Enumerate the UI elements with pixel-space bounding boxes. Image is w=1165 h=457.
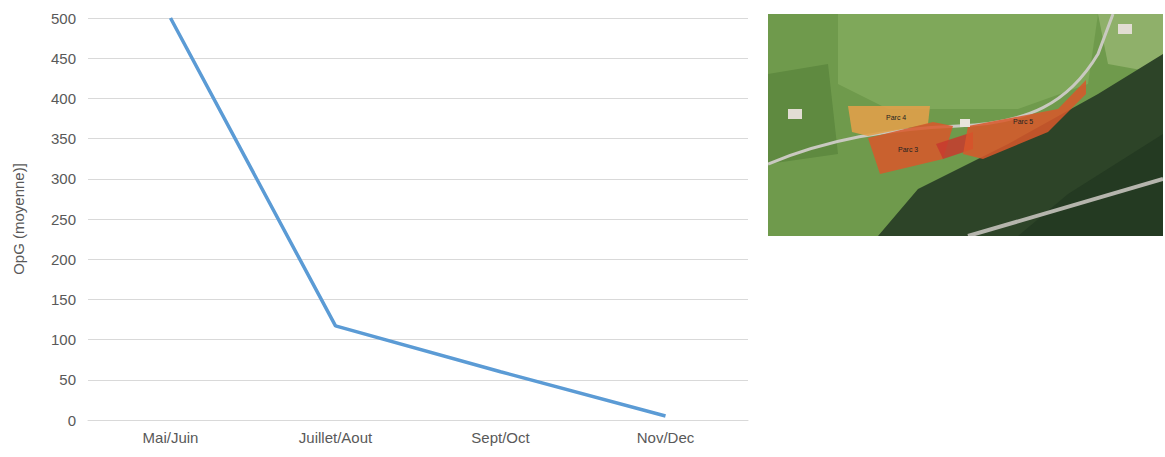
svg-text:400: 400 [51, 90, 76, 107]
svg-text:50: 50 [59, 371, 76, 388]
svg-text:0: 0 [68, 412, 76, 429]
svg-text:Parc 3: Parc 3 [898, 146, 918, 153]
svg-text:200: 200 [51, 251, 76, 268]
svg-text:Mai/Juin: Mai/Juin [143, 429, 199, 446]
svg-text:Juillet/Aout: Juillet/Aout [299, 429, 373, 446]
svg-text:150: 150 [51, 291, 76, 308]
svg-text:Parc 5: Parc 5 [1013, 118, 1033, 125]
svg-text:Sept/Oct: Sept/Oct [471, 429, 530, 446]
svg-text:500: 500 [51, 10, 76, 27]
svg-text:300: 300 [51, 170, 76, 187]
svg-text:Parc 4: Parc 4 [886, 114, 906, 121]
svg-text:450: 450 [51, 50, 76, 67]
svg-text:100: 100 [51, 331, 76, 348]
svg-text:Nov/Dec: Nov/Dec [637, 429, 695, 446]
svg-text:350: 350 [51, 130, 76, 147]
svg-text:250: 250 [51, 211, 76, 228]
svg-text:OpG (moyenne)]: OpG (moyenne)] [10, 163, 27, 275]
